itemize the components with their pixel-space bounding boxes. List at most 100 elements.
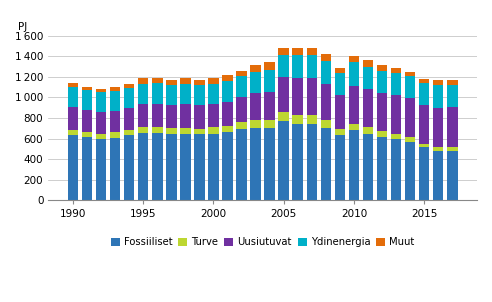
Bar [152, 78, 162, 83]
Bar [194, 85, 205, 105]
Bar [166, 128, 177, 134]
Bar [447, 85, 458, 107]
Bar [110, 91, 121, 111]
Bar [405, 76, 415, 98]
Bar [250, 65, 261, 72]
Bar [335, 73, 345, 95]
Bar [236, 122, 247, 129]
Bar [278, 47, 289, 55]
Bar [391, 68, 401, 73]
Bar [391, 95, 401, 134]
Bar [194, 129, 205, 134]
Bar [264, 70, 275, 92]
Bar [208, 127, 219, 134]
Bar [419, 147, 430, 200]
Bar [292, 47, 303, 55]
Bar [250, 120, 261, 128]
Bar [405, 142, 415, 200]
Bar [166, 85, 177, 105]
Bar [321, 120, 331, 128]
Bar [405, 72, 415, 76]
Bar [68, 82, 78, 87]
Bar [363, 89, 373, 127]
Bar [433, 85, 443, 108]
Bar [349, 63, 359, 85]
Bar [96, 134, 106, 139]
Bar [138, 133, 149, 200]
Bar [222, 81, 233, 102]
Bar [377, 71, 387, 93]
Bar [433, 80, 443, 85]
Bar [307, 124, 317, 200]
Bar [292, 115, 303, 124]
Bar [349, 124, 359, 130]
Bar [82, 87, 92, 90]
Bar [222, 132, 233, 200]
Bar [110, 132, 121, 137]
Bar [405, 137, 415, 142]
Bar [110, 137, 121, 200]
Bar [124, 88, 134, 108]
Bar [208, 104, 219, 127]
Bar [180, 79, 190, 84]
Bar [447, 147, 458, 151]
Bar [152, 104, 162, 127]
Bar [110, 87, 121, 91]
Bar [68, 135, 78, 200]
Bar [222, 126, 233, 132]
Bar [292, 78, 303, 115]
Bar [250, 128, 261, 200]
Bar [264, 120, 275, 128]
Bar [264, 128, 275, 200]
Bar [292, 55, 303, 78]
Bar [335, 135, 345, 200]
Bar [96, 139, 106, 200]
Bar [208, 79, 219, 84]
Bar [180, 128, 190, 134]
Bar [391, 134, 401, 139]
Bar [433, 108, 443, 147]
Bar [96, 92, 106, 112]
Bar [278, 121, 289, 200]
Bar [180, 104, 190, 128]
Bar [236, 76, 247, 97]
Bar [236, 71, 247, 76]
Bar [335, 68, 345, 73]
Bar [152, 127, 162, 133]
Bar [419, 105, 430, 144]
Bar [278, 55, 289, 77]
Bar [138, 79, 149, 84]
Bar [82, 132, 92, 137]
Bar [82, 137, 92, 200]
Bar [419, 144, 430, 147]
Bar [124, 136, 134, 200]
Bar [208, 84, 219, 104]
Bar [152, 133, 162, 200]
Bar [377, 93, 387, 131]
Bar [433, 151, 443, 200]
Bar [349, 130, 359, 200]
Bar [166, 80, 177, 85]
Bar [222, 75, 233, 81]
Bar [152, 83, 162, 104]
Bar [264, 92, 275, 120]
Bar [447, 107, 458, 147]
Bar [433, 147, 443, 151]
Bar [363, 60, 373, 66]
Bar [321, 61, 331, 84]
Bar [124, 108, 134, 130]
Bar [222, 102, 233, 126]
Bar [68, 130, 78, 135]
Bar [82, 110, 92, 132]
Bar [377, 65, 387, 71]
Bar [419, 79, 430, 83]
Bar [166, 105, 177, 128]
Bar [307, 55, 317, 78]
Bar [180, 134, 190, 200]
Bar [194, 80, 205, 85]
Bar [419, 83, 430, 105]
Bar [307, 115, 317, 124]
Bar [194, 134, 205, 200]
Bar [166, 134, 177, 200]
Bar [236, 129, 247, 200]
